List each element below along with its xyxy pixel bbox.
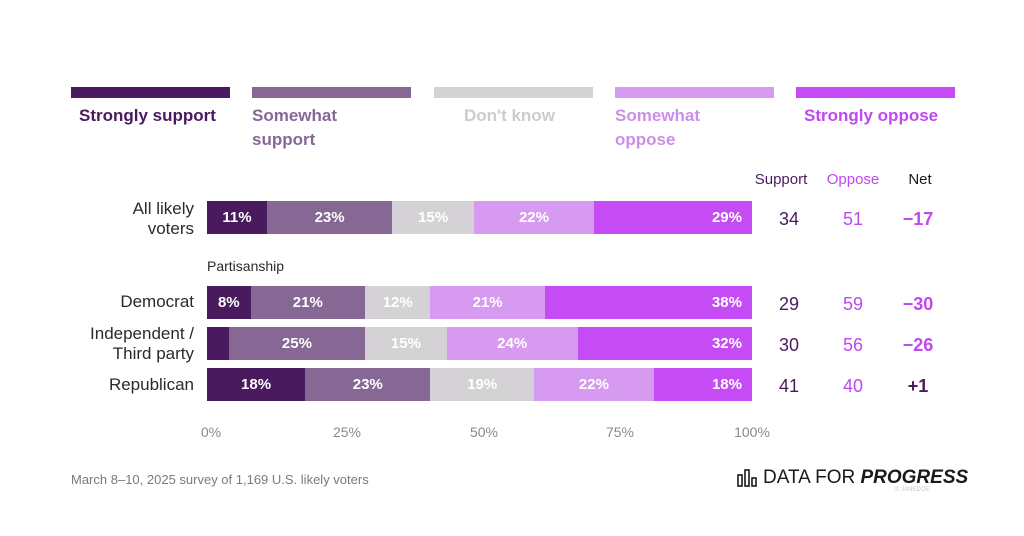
data-label: 22%	[518, 209, 549, 226]
bar-segment	[207, 327, 229, 360]
net-value: −30	[902, 294, 934, 314]
row-label-all-likely-voters: All likely voters	[44, 199, 194, 239]
bar-segment: 19%	[430, 368, 534, 401]
row-label-independent: Independent / Third party	[44, 324, 194, 364]
oppose-value: 51	[842, 209, 864, 229]
data-label: 38%	[711, 294, 742, 311]
oppose-value: 56	[842, 335, 864, 355]
oppose-value: 40	[842, 376, 864, 396]
stacked-bar-row: 18% 23% 19% 22% 18%	[207, 368, 752, 401]
data-label: 8%	[217, 294, 240, 311]
legend-swatch	[71, 87, 230, 98]
column-header-oppose: Oppose	[826, 171, 880, 188]
oppose-value: 59	[842, 294, 864, 314]
data-label: 21%	[472, 294, 503, 311]
net-value: −17	[902, 209, 934, 229]
stacked-bar-row: 8% 21% 12% 21% 38%	[207, 286, 752, 319]
data-label: 23%	[314, 209, 345, 226]
bar-segment: 32%	[577, 327, 752, 360]
data-label: 25%	[281, 335, 312, 352]
support-value: 34	[778, 209, 800, 229]
bar-segment: 24%	[446, 327, 578, 360]
data-label: 24%	[497, 335, 528, 352]
data-label: 12%	[382, 294, 413, 311]
row-label-democrat: Democrat	[120, 292, 194, 311]
legend-label: Strongly oppose	[804, 106, 939, 125]
legend-item-strongly-support: Strongly support	[71, 87, 230, 128]
legend-item-dont-know: Don't know	[434, 87, 593, 128]
bar-segment: 22%	[533, 368, 654, 401]
data-label: 11%	[222, 209, 252, 226]
row-label-text: Independent / Third party	[90, 324, 194, 363]
legend-label: Somewhat oppose	[615, 106, 701, 149]
data-label: 19%	[467, 376, 498, 393]
stacked-bar-row: 11% 23% 15% 22% 29%	[207, 201, 752, 234]
legend-swatch	[252, 87, 411, 98]
brand-emphasis: PROGRESS	[860, 467, 969, 488]
bar-segment: 18%	[207, 368, 306, 401]
x-tick-label: 75%	[605, 424, 635, 440]
bar-segment: 15%	[392, 201, 475, 234]
legend-item-strongly-oppose: Strongly oppose	[796, 87, 955, 128]
legend-item-somewhat-oppose: Somewhat oppose	[615, 87, 774, 152]
x-tick-label: 50%	[469, 424, 499, 440]
data-label: 32%	[711, 335, 742, 352]
bar-segment: 22%	[474, 201, 594, 234]
brand-prefix: DATA FOR	[763, 467, 861, 488]
data-label: 15%	[418, 209, 449, 226]
legend-swatch	[796, 87, 955, 98]
bar-segment: 11%	[207, 201, 267, 234]
bar-segment: 23%	[305, 368, 431, 401]
data-label: 23%	[352, 376, 383, 393]
stacked-bar-row: 25% 15% 24% 32%	[207, 327, 752, 360]
data-label: 21%	[292, 294, 323, 311]
bar-segment: 38%	[544, 286, 752, 319]
legend-swatch	[615, 87, 774, 98]
support-value: 29	[778, 294, 800, 314]
x-tick-label: 100%	[734, 424, 770, 440]
column-header-net: Net	[908, 171, 932, 188]
bar-segment: 29%	[593, 201, 752, 234]
bar-segment: 21%	[250, 286, 366, 319]
data-label: 15%	[390, 335, 421, 352]
support-value: 30	[778, 335, 800, 355]
row-label-text: All likely voters	[132, 199, 194, 238]
data-label: 18%	[241, 376, 272, 393]
x-tick-label: 0%	[200, 424, 222, 440]
legend-label: Somewhat support	[252, 106, 338, 149]
row-label-republican: Republican	[108, 375, 194, 394]
brand-logo: DATA FOR PROGRESS	[737, 467, 968, 489]
net-value: +1	[907, 376, 929, 396]
legend-label: Strongly support	[79, 106, 216, 125]
brand-name: DATA FOR PROGRESS	[763, 467, 968, 489]
bar-segment: 23%	[266, 201, 393, 234]
group-label-partisanship: Partisanship	[207, 258, 285, 274]
brand-credit: © JANEDOE	[895, 487, 930, 493]
legend-item-somewhat-support: Somewhat support	[252, 87, 411, 152]
data-label: 18%	[711, 376, 742, 393]
legend-swatch	[434, 87, 593, 98]
survey-note: March 8–10, 2025 survey of 1,169 U.S. li…	[71, 472, 369, 487]
support-value: 41	[778, 376, 800, 396]
bar-segment: 25%	[228, 327, 366, 360]
x-tick-label: 25%	[332, 424, 362, 440]
bar-segment: 12%	[365, 286, 431, 319]
bar-segment: 18%	[653, 368, 752, 401]
column-header-support: Support	[754, 171, 808, 188]
bar-chart-icon	[737, 469, 757, 487]
data-label: 22%	[578, 376, 609, 393]
bar-segment: 15%	[365, 327, 447, 360]
bar-segment: 8%	[207, 286, 251, 319]
net-value: −26	[902, 335, 934, 355]
data-label: 29%	[711, 209, 742, 226]
bar-segment: 21%	[430, 286, 545, 319]
legend-label: Don't know	[464, 106, 555, 125]
